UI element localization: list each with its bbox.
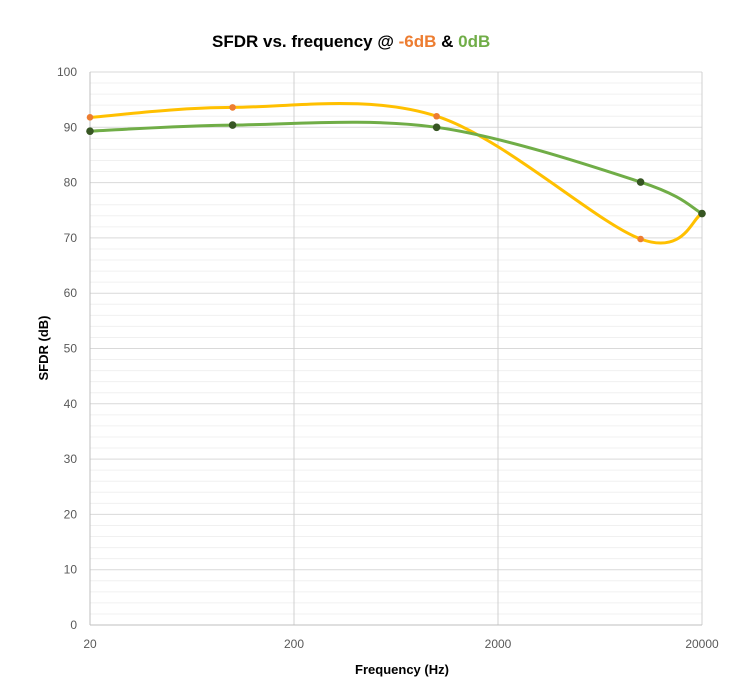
- y-tick-label: 70: [64, 231, 78, 245]
- x-tick-label: 20: [83, 637, 97, 651]
- y-tick-label: 30: [64, 452, 78, 466]
- chart-title: SFDR vs. frequency @ -6dB & 0dB: [212, 32, 490, 51]
- series-1-point: [86, 114, 94, 121]
- y-tick-label: 90: [64, 120, 78, 134]
- x-tick-label: 200: [284, 637, 304, 651]
- series-1-point: [637, 235, 644, 243]
- y-tick-label: 20: [64, 507, 78, 521]
- x-tick-label: 20000: [685, 637, 719, 651]
- y-axis-ticks: 0 10 20 30 40 50 60 70 80 90 100: [57, 65, 77, 632]
- y-tick-label: 10: [64, 563, 78, 577]
- series-1-point: [433, 112, 440, 120]
- plot-area: [89, 71, 703, 626]
- x-axis-label: Frequency (Hz): [355, 662, 449, 677]
- series-2-point: [698, 209, 706, 218]
- y-tick-label: 100: [57, 65, 77, 79]
- series-2-point: [636, 178, 645, 186]
- x-tick-label: 2000: [485, 637, 512, 651]
- x-axis-ticks: 20 200 2000 20000: [83, 637, 719, 651]
- chart-title-main: SFDR vs. frequency @: [212, 32, 399, 51]
- series-1-point: [229, 104, 236, 111]
- series-2-line: [88, 120, 704, 216]
- series-2-point: [228, 121, 237, 129]
- y-tick-label: 80: [64, 176, 78, 190]
- series-2-point: [432, 123, 441, 132]
- y-tick-label: 50: [64, 342, 78, 356]
- chart-title-series-b: 0dB: [458, 32, 490, 51]
- y-tick-label: 0: [70, 618, 77, 632]
- series-2-point: [86, 127, 94, 135]
- chart-title-joiner: &: [436, 32, 458, 51]
- series-layer: [86, 101, 706, 245]
- chart-title-series-a: -6dB: [399, 32, 437, 51]
- y-tick-label: 60: [64, 286, 78, 300]
- y-axis-label: SFDR (dB): [36, 316, 51, 381]
- y-tick-label: 40: [64, 397, 78, 411]
